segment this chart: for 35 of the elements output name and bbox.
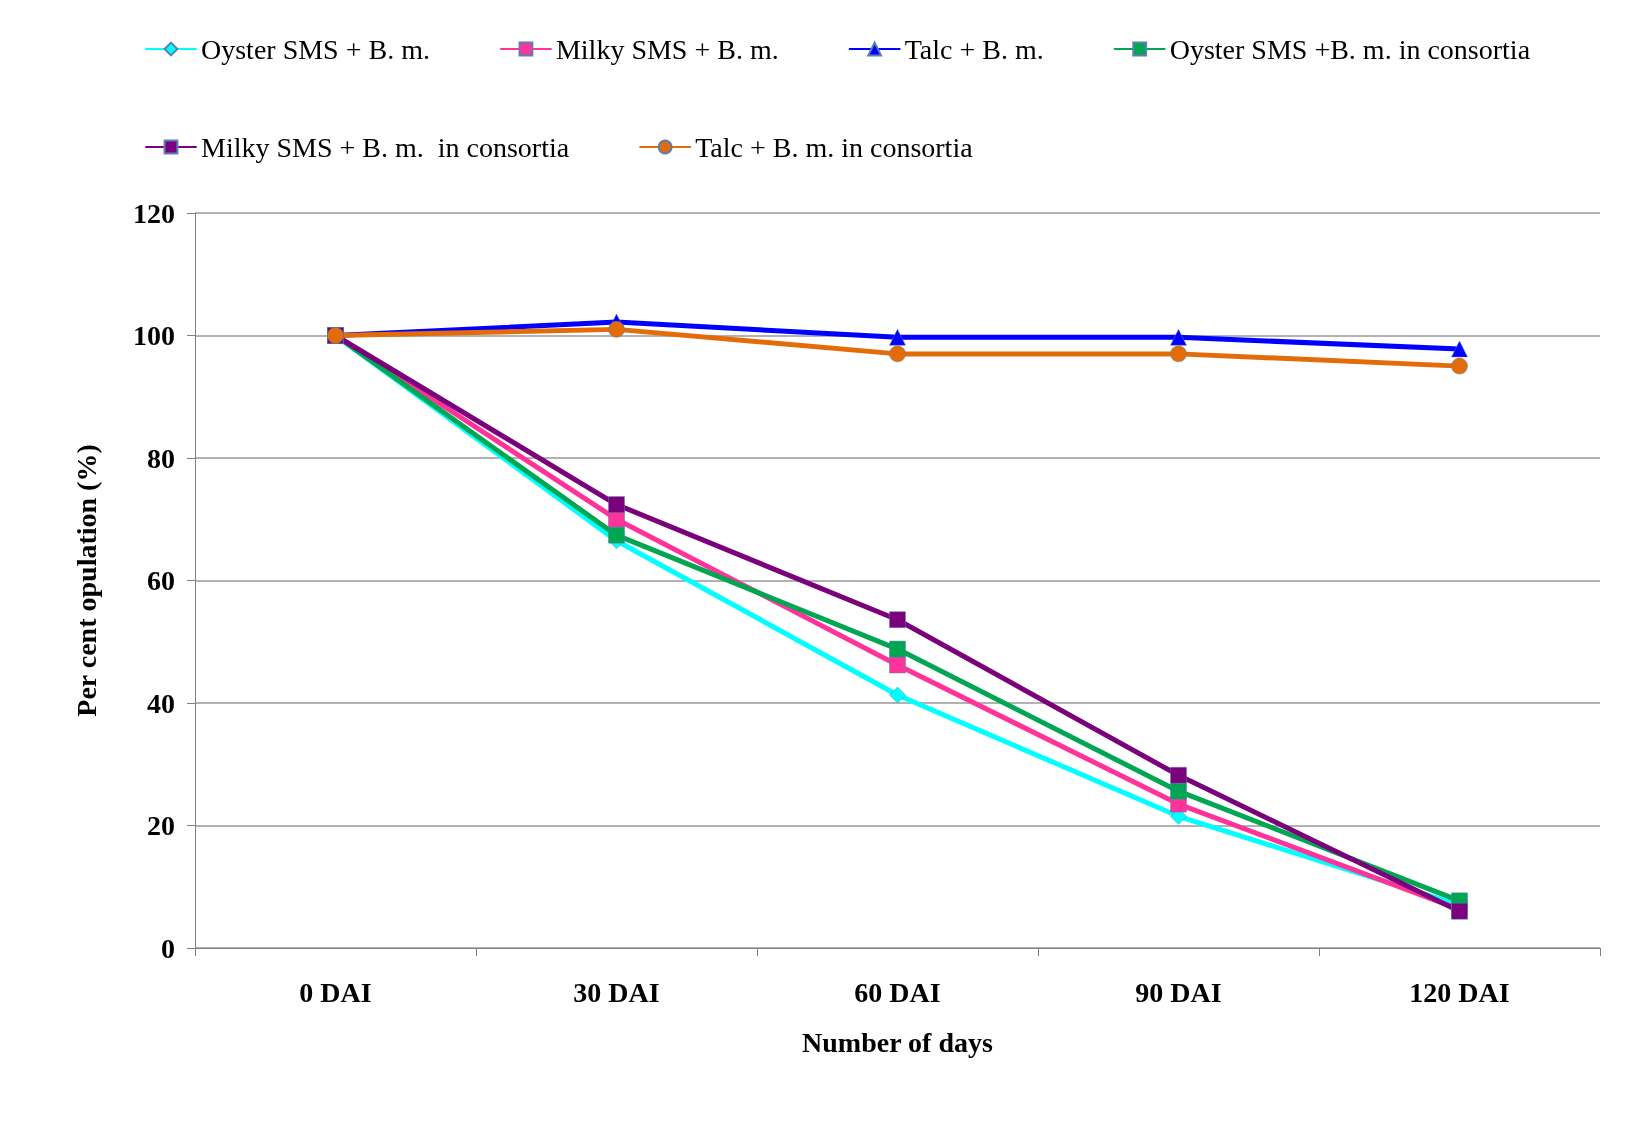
point [889,640,906,658]
point [608,496,625,513]
point [608,526,625,544]
point [1170,782,1187,800]
point [889,686,906,704]
y-tick-label: 0 [161,932,175,964]
point [1170,329,1187,346]
y-tick-label: 100 [133,320,175,351]
y-axis-title: Per cent opulation (%) [70,444,102,717]
point [1170,345,1187,363]
x-tick-label: 30 DAI [573,976,660,1008]
x-tick-label: 90 DAI [1135,976,1222,1008]
point [889,329,906,346]
x-tick-label: 120 DAI [1409,976,1510,1008]
y-tick-label: 40 [147,687,175,719]
y-tick-label: 60 [147,565,175,596]
legend-label: Talc + B. m. in consortia [695,131,974,163]
point [889,611,906,628]
point [1451,357,1468,375]
y-tick-label: 80 [147,442,175,474]
point [608,321,625,338]
legend-label: Milky SMS + B. m. [555,33,779,65]
legend-label: Milky SMS + B. m. in consortia [201,131,570,163]
x-tick-label: 0 DAI [299,976,372,1008]
legend-label: Oyster SMS +B. m. in consortia [1169,33,1531,65]
legend-label: Talc + B. m. [904,33,1044,65]
y-tick-label: 120 [133,197,175,229]
point [889,345,906,363]
point [1170,767,1187,784]
point [889,656,906,674]
point [1451,340,1468,358]
x-tick-label: 60 DAI [854,976,941,1008]
x-axis-title: Number of days [802,1026,994,1058]
y-tick-label: 20 [147,810,175,841]
legend-label: Oyster SMS + B. m. [201,33,430,65]
